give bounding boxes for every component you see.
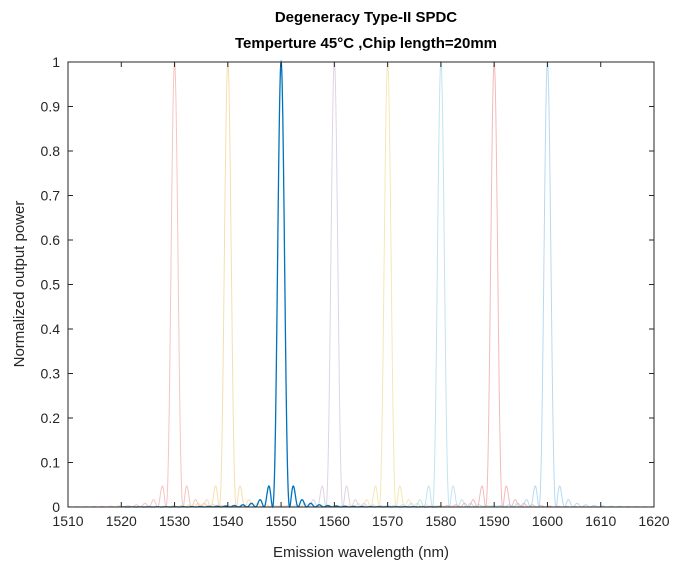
- series-line-1600: [387, 60, 654, 508]
- series-line-1580: [281, 60, 601, 508]
- y-tick-label: 0.6: [41, 232, 61, 248]
- plot-frame: [67, 61, 655, 508]
- y-tick-label: 0.7: [41, 188, 61, 204]
- y-tick-label: 0.1: [41, 455, 61, 471]
- y-axis-label: Normalized output power: [11, 201, 28, 368]
- y-tick-label: 1: [52, 54, 60, 70]
- x-tick-label: 1580: [425, 513, 456, 529]
- x-tick-label: 1590: [479, 513, 510, 529]
- series-line-1550: [121, 59, 441, 508]
- x-axis-label: Emission wavelength (nm): [273, 544, 449, 561]
- y-tick-label: 0.8: [41, 143, 61, 159]
- x-tick-label: 1550: [266, 513, 297, 529]
- x-tick-label: 1610: [585, 513, 616, 529]
- ticks-group: 1510 1520 1530 1540 1550 1560 1570 1580 1590 1600…: [41, 54, 670, 529]
- series-line-1540: [67, 60, 388, 508]
- y-tick-label: 0.3: [41, 366, 61, 382]
- series-group: [67, 59, 655, 508]
- x-tick-label: 1620: [638, 513, 669, 529]
- series-line-1560: [174, 60, 495, 508]
- x-tick-label: 1560: [319, 513, 350, 529]
- chart-subtitle: Temperture 45°C ,Chip length=20mm: [235, 35, 497, 52]
- series-line-1590: [334, 60, 655, 508]
- series-line-1530: [68, 60, 335, 508]
- x-tick-label: 1510: [52, 513, 83, 529]
- x-tick-label: 1520: [106, 513, 137, 529]
- y-tick-label: 0.4: [41, 321, 61, 337]
- y-tick-label: 0.9: [41, 99, 61, 115]
- x-tick-label: 1570: [372, 513, 403, 529]
- y-tick-label: 0.5: [41, 277, 61, 293]
- y-tick-label: 0.2: [41, 410, 61, 426]
- x-tick-label: 1530: [159, 513, 190, 529]
- chart-title: Degeneracy Type-II SPDC: [275, 9, 457, 26]
- y-tick-label: 0: [52, 499, 60, 515]
- x-tick-label: 1540: [212, 513, 243, 529]
- x-tick-label: 1600: [532, 513, 563, 529]
